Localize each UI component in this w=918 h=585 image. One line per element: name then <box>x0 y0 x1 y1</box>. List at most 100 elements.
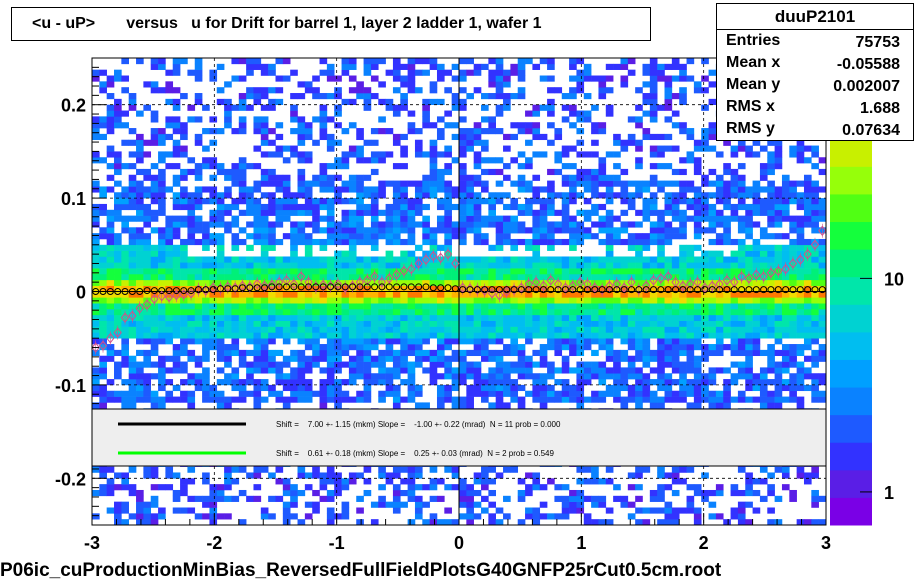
heatmap-cell <box>407 256 416 263</box>
heatmap-cell <box>444 87 452 94</box>
heatmap-cell <box>385 221 394 228</box>
heatmap-cell <box>488 303 496 310</box>
heatmap-cell <box>561 209 570 216</box>
heatmap-cell <box>789 326 797 333</box>
heatmap-cell <box>202 326 210 333</box>
heatmap-cell <box>723 215 731 222</box>
heatmap-cell <box>180 390 188 397</box>
heatmap-cell <box>796 379 805 386</box>
heatmap-cell <box>158 168 166 176</box>
heatmap-cell <box>627 180 636 187</box>
heatmap-cell <box>745 309 753 316</box>
heatmap-cell <box>723 320 731 327</box>
heatmap-cell <box>664 361 673 368</box>
heatmap-cell <box>385 501 394 508</box>
heatmap-cell <box>701 314 709 321</box>
heatmap-cell <box>796 273 805 281</box>
heatmap-cell <box>282 320 291 327</box>
heatmap-cell <box>488 384 496 392</box>
heatmap-cell <box>436 396 445 403</box>
heatmap-cell <box>525 227 533 234</box>
heatmap-cell <box>767 139 775 146</box>
heatmap-cell <box>150 180 159 187</box>
heatmap-cell <box>172 104 181 111</box>
heatmap-cell <box>517 221 526 228</box>
heatmap-cell <box>495 104 504 111</box>
heatmap-cell <box>503 402 511 409</box>
heatmap-cell <box>803 180 812 187</box>
heatmap-cell <box>165 285 174 292</box>
heatmap-cell <box>547 198 555 205</box>
heatmap-cell <box>341 507 350 514</box>
heatmap-cell <box>370 314 379 321</box>
heatmap-cell <box>554 256 563 263</box>
heatmap-cell <box>473 384 482 392</box>
heatmap-cell <box>429 332 438 339</box>
heatmap-cell <box>642 63 651 70</box>
heatmap-cell <box>620 332 629 339</box>
heatmap-cell <box>187 238 196 246</box>
heatmap-cell <box>114 484 122 491</box>
heatmap-cell <box>664 338 673 345</box>
heatmap-cell <box>209 396 218 403</box>
heatmap-cell <box>180 122 188 129</box>
heatmap-cell <box>671 215 680 222</box>
heatmap-cell <box>510 238 519 246</box>
heatmap-cell <box>128 151 137 158</box>
heatmap-cell <box>781 367 790 374</box>
heatmap-cell <box>187 402 196 409</box>
heatmap-cell <box>473 501 482 508</box>
heatmap-cell <box>216 233 225 240</box>
heatmap-cell <box>547 203 555 211</box>
heatmap-cell <box>114 168 122 176</box>
heatmap-cell <box>510 344 519 351</box>
heatmap-cell <box>627 314 636 321</box>
heatmap-cell <box>275 349 284 357</box>
heatmap-cell <box>686 484 695 491</box>
heatmap-cell <box>459 297 467 304</box>
heatmap-cell <box>341 98 350 105</box>
heatmap-cell <box>326 507 335 514</box>
heatmap-cell <box>547 256 555 263</box>
heatmap-cell <box>605 326 614 333</box>
heatmap-cell <box>172 256 181 263</box>
heatmap-cell <box>392 180 401 187</box>
heatmap-cell <box>99 361 107 368</box>
heatmap-cell <box>627 69 636 76</box>
heatmap-cell <box>114 75 122 82</box>
heatmap-cell <box>238 98 247 105</box>
heatmap-cell <box>326 227 335 234</box>
heatmap-cell <box>554 151 563 158</box>
heatmap-cell <box>686 157 695 164</box>
heatmap-cell <box>436 98 445 105</box>
heatmap-cell <box>811 279 819 286</box>
heatmap-cell <box>224 472 232 479</box>
heatmap-cell <box>114 122 122 129</box>
heatmap-cell <box>569 297 577 304</box>
heatmap-cell <box>334 309 342 316</box>
heatmap-cell <box>679 221 687 228</box>
heatmap-cell <box>510 198 519 205</box>
heatmap-cell <box>657 145 665 152</box>
heatmap-cell <box>172 314 181 321</box>
heatmap-cell <box>466 384 474 392</box>
heatmap-cell <box>679 303 687 310</box>
heatmap-cell <box>194 273 203 281</box>
heatmap-cell <box>569 63 577 70</box>
heatmap-cell <box>488 349 496 357</box>
heatmap-cell <box>539 402 548 409</box>
heatmap-cell <box>583 466 592 473</box>
heatmap-cell <box>304 361 313 368</box>
heatmap-cell <box>341 484 350 491</box>
heatmap-cell <box>180 203 188 211</box>
heatmap-cell <box>642 332 651 339</box>
heatmap-cell <box>649 192 658 199</box>
heatmap-cell <box>605 180 614 187</box>
heatmap-cell <box>260 87 269 94</box>
heatmap-cell <box>796 244 805 251</box>
heatmap-cell <box>510 227 519 234</box>
heatmap-cell <box>693 297 702 304</box>
heatmap-cell <box>216 198 225 205</box>
heatmap-cell <box>561 116 570 123</box>
heatmap-cell <box>481 320 489 327</box>
